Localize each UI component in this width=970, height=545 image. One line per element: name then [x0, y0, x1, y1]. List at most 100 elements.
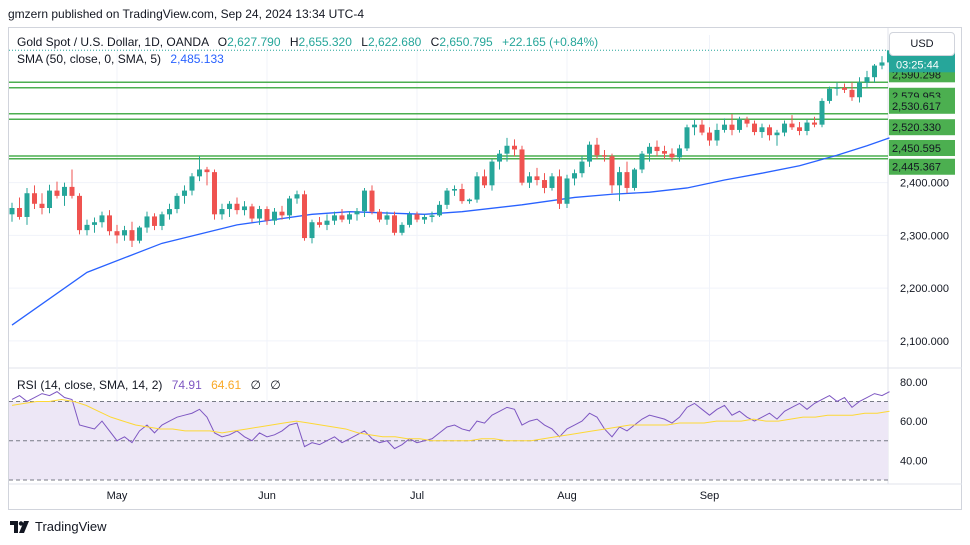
candle-up — [834, 87, 840, 89]
candle-up — [684, 127, 690, 149]
time-tick-label: Jun — [258, 490, 276, 502]
candle-up — [399, 224, 405, 233]
candle-down — [512, 145, 517, 150]
candle-down — [654, 146, 660, 152]
tradingview-logo-icon — [10, 520, 29, 533]
candle-down — [279, 211, 285, 216]
candle-up — [864, 77, 870, 83]
candle-up — [9, 207, 15, 215]
candle-down — [707, 132, 712, 141]
candle-up — [309, 222, 315, 239]
candle-down — [699, 124, 705, 133]
candle-up — [857, 82, 862, 98]
currency-button[interactable]: USD — [889, 32, 955, 56]
candle-down — [624, 172, 630, 188]
candle-down — [519, 149, 525, 183]
candle-up — [347, 214, 352, 220]
candle-down — [377, 211, 382, 220]
candle-up — [362, 190, 367, 212]
candle-down — [849, 89, 855, 98]
candle-up — [62, 186, 67, 196]
candle-up — [497, 153, 502, 162]
candle-down — [797, 127, 802, 131]
rsi-ma-line — [11, 398, 890, 442]
candle-up — [467, 199, 472, 202]
candle-up — [167, 209, 172, 215]
candle-up — [639, 153, 645, 170]
candle-up — [632, 169, 637, 188]
candle-up — [617, 172, 622, 186]
candle-down — [204, 169, 210, 173]
candle-up — [422, 216, 427, 220]
candle-down — [77, 195, 82, 231]
candle-down — [369, 190, 375, 212]
time-tick-label: Aug — [557, 490, 577, 502]
candle-up — [159, 214, 165, 226]
candle-up — [579, 161, 585, 174]
candle-up — [257, 209, 262, 219]
candle-up — [324, 220, 330, 225]
candle-down — [114, 231, 120, 236]
level-price-tag — [889, 97, 955, 114]
candle-up — [437, 204, 442, 216]
candle-down — [392, 215, 397, 233]
countdown-text: 03:25:44 — [896, 59, 939, 71]
candle-up — [84, 224, 90, 231]
candle-up — [174, 195, 180, 210]
candle-down — [669, 153, 675, 158]
candle-up — [444, 190, 450, 205]
symbol-title: Gold Spot / U.S. Dollar, 1D, OANDA — [17, 35, 209, 49]
footer-brand-text: TradingView — [35, 519, 107, 534]
candle-up — [407, 214, 412, 225]
candle-down — [542, 180, 547, 188]
candle-down — [152, 216, 157, 226]
rsi-tick-label: 60.00 — [900, 416, 928, 428]
candle-up — [572, 173, 577, 179]
candle-up — [24, 193, 30, 217]
open-value: 2,627.790 — [227, 35, 281, 49]
level-price-text: 2,450.595 — [892, 143, 941, 155]
sma-label: SMA (50, close, 0, SMA, 5) — [17, 52, 162, 66]
candle-down — [17, 207, 22, 217]
footer-brand[interactable]: TradingView — [10, 519, 107, 534]
candle-down — [212, 172, 217, 215]
time-tick-label: May — [107, 490, 128, 502]
candle-up — [804, 122, 810, 131]
candle-down — [249, 206, 255, 219]
main-legend: Gold Spot / U.S. Dollar, 1D, OANDA O2,62… — [17, 35, 598, 49]
candle-down — [32, 193, 37, 204]
candle-down — [39, 203, 45, 208]
candle-down — [317, 222, 322, 225]
candle-down — [812, 122, 817, 125]
candle-down — [414, 214, 420, 220]
candle-up — [287, 198, 292, 216]
candle-down — [234, 203, 240, 211]
candle-up — [819, 100, 825, 125]
level-price-tag — [889, 119, 955, 136]
publish-info: gmzern published on TradingView.com, Sep… — [8, 7, 364, 21]
candle-down — [459, 189, 465, 202]
candle-down — [602, 155, 607, 157]
level-price-tag — [889, 158, 955, 175]
candle-up — [474, 176, 480, 200]
time-tick-label: Sep — [700, 490, 720, 502]
candle-down — [842, 87, 847, 90]
candle-up — [197, 169, 202, 177]
rsi-label: RSI (14, close, SMA, 14, 2) — [17, 378, 163, 392]
rsi-extra-2: ∅ — [270, 378, 281, 392]
candle-down — [482, 176, 487, 186]
candle-up — [564, 178, 570, 204]
candle-down — [54, 190, 60, 196]
high-label: H — [289, 35, 299, 49]
candle-up — [92, 222, 97, 225]
candle-up — [872, 65, 877, 78]
candle-up — [122, 230, 127, 236]
candle-up — [549, 176, 555, 188]
candle-up — [587, 144, 592, 162]
low-value: 2,622.680 — [367, 35, 422, 49]
candle-up — [527, 176, 532, 183]
high-value: 2,655.320 — [298, 35, 352, 49]
candle-down — [662, 151, 667, 154]
rsi-ma-value: 64.61 — [211, 378, 242, 392]
